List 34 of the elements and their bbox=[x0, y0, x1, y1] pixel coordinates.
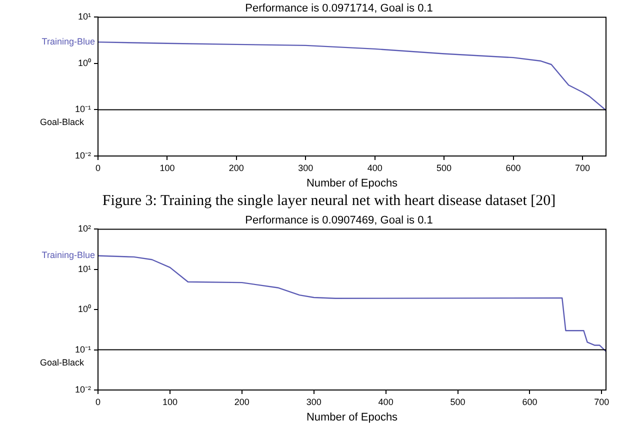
chart-title: Performance is 0.0907469, Goal is 0.1 bbox=[245, 214, 433, 227]
series-label: Training-Blue bbox=[42, 36, 96, 47]
x-tick-label: 400 bbox=[367, 162, 382, 173]
y-tick-label: 10¹ bbox=[78, 12, 92, 22]
x-tick-label: 500 bbox=[436, 162, 452, 173]
x-tick-label: 500 bbox=[450, 396, 466, 407]
y-tick-label: 10¹ bbox=[78, 264, 92, 274]
x-tick-label: 0 bbox=[96, 396, 101, 407]
x-tick-label: 200 bbox=[228, 162, 244, 173]
x-tick-label: 600 bbox=[506, 162, 521, 173]
x-tick-label: 100 bbox=[160, 162, 175, 173]
y-tick-label: 10⁻¹ bbox=[74, 104, 92, 114]
x-tick-label: 200 bbox=[234, 396, 250, 407]
x-axis-title: Number of Epochs bbox=[306, 177, 398, 190]
x-tick-label: 700 bbox=[574, 162, 590, 173]
x-tick-label: 700 bbox=[594, 396, 610, 407]
x-tick-label: 0 bbox=[96, 162, 101, 173]
caption: Figure 3: Training the single layer neural net with heart disease dataset [20] bbox=[101, 192, 557, 211]
y-tick-label: 10² bbox=[78, 224, 92, 234]
ref-line-label: Goal-Black bbox=[40, 117, 85, 128]
x-tick-label: 300 bbox=[306, 396, 322, 407]
x-tick-label: 400 bbox=[378, 396, 394, 407]
chart-title: Performance is 0.0971714, Goal is 0.1 bbox=[245, 2, 433, 15]
x-axis-title: Number of Epochs bbox=[306, 411, 398, 424]
series-label: Training-Blue bbox=[42, 250, 96, 260]
y-tick-label: 10⁻² bbox=[74, 384, 92, 394]
x-tick-label: 300 bbox=[298, 162, 314, 173]
x-tick-label: 600 bbox=[522, 396, 538, 407]
y-tick-label: 10⁰ bbox=[78, 304, 92, 314]
ref-line-label: Goal-Black bbox=[40, 357, 85, 368]
y-tick-label: 10⁻² bbox=[74, 150, 92, 160]
x-tick-label: 100 bbox=[162, 396, 178, 407]
y-tick-label: 10⁰ bbox=[78, 58, 92, 68]
y-tick-label: 10⁻¹ bbox=[74, 344, 92, 354]
